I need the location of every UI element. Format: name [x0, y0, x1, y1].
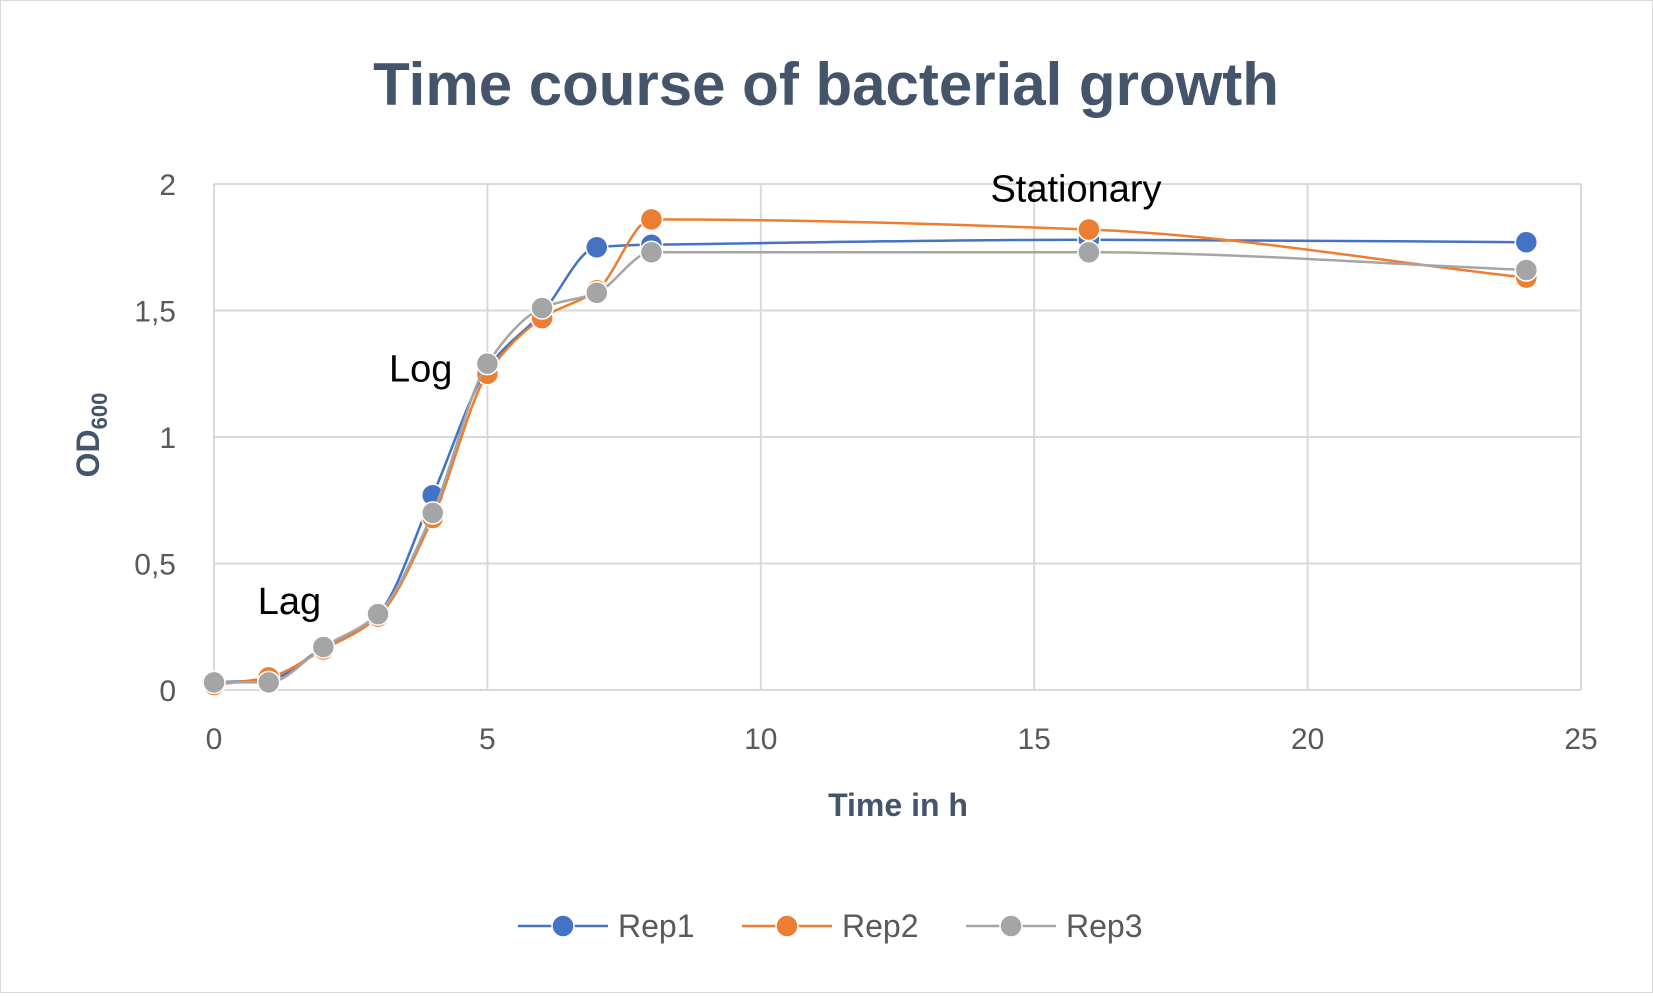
data-point-rep3-10 — [1514, 258, 1539, 282]
data-point-rep3-7 — [585, 281, 609, 305]
y-axis-title-main: OD — [70, 429, 106, 477]
y-axis-title: OD600 — [70, 393, 112, 478]
y-tick-label-4: 2 — [159, 169, 176, 202]
x-tick-label-2: 10 — [744, 723, 777, 756]
data-point-rep3-5 — [475, 351, 500, 376]
data-point-rep3-8 — [639, 240, 664, 265]
data-point-rep2-8 — [639, 207, 664, 232]
data-point-rep2-9 — [1077, 217, 1101, 242]
legend-item-rep2: Rep2 — [742, 908, 919, 944]
data-point-rep1-10 — [1514, 230, 1539, 254]
x-tick-label-0: 0 — [206, 723, 223, 756]
y-tick-label-1: 0,5 — [134, 549, 176, 582]
x-tick-label-5: 25 — [1564, 723, 1597, 756]
data-point-rep3-0 — [202, 670, 226, 695]
x-tick-label-4: 20 — [1291, 723, 1324, 756]
series-rep2 — [202, 207, 1539, 697]
data-point-rep3-3 — [366, 602, 390, 626]
annotation-lag: Lag — [258, 581, 321, 623]
series-rep3 — [202, 240, 1539, 695]
data-point-rep3-9 — [1077, 240, 1101, 265]
series-line-rep2 — [213, 218, 1527, 687]
data-point-rep3-4 — [420, 501, 445, 525]
series-rep1 — [202, 227, 1539, 695]
legend-label-rep3: Rep3 — [1066, 908, 1143, 944]
data-point-rep3-6 — [530, 296, 554, 320]
legend-item-rep3: Rep3 — [966, 908, 1143, 944]
x-tick-label-3: 15 — [1018, 723, 1051, 756]
data-point-rep3-2 — [311, 635, 336, 659]
data-point-rep1-7 — [585, 235, 609, 259]
series-line-rep3 — [213, 251, 1527, 684]
legend-label-rep1: Rep1 — [618, 908, 695, 944]
legend-marker-rep2 — [775, 914, 799, 938]
legend: Rep1 Rep2 Rep3 — [518, 908, 1143, 944]
legend-label-rep2: Rep2 — [842, 908, 919, 944]
series-line-rep1 — [213, 238, 1527, 684]
y-tick-label-0: 0 — [159, 675, 176, 708]
annotation-layer: Lag Log Stationary — [258, 169, 1162, 623]
annotation-stationary: Stationary — [990, 169, 1161, 211]
chart-title: Time course of bacterial growth — [373, 51, 1279, 118]
series-layer — [202, 207, 1539, 697]
y-tick-label-2: 1 — [159, 422, 176, 455]
data-point-rep3-1 — [256, 670, 281, 695]
grid-layer — [213, 183, 1582, 691]
annotation-log: Log — [389, 348, 452, 390]
tick-layer: 0 5 10 15 20 25 0 0,5 1 1,5 2 — [134, 169, 1597, 756]
y-tick-label-3: 1,5 — [134, 296, 176, 329]
legend-item-rep1: Rep1 — [518, 908, 695, 944]
legend-marker-rep1 — [551, 914, 575, 938]
x-tick-label-1: 5 — [479, 723, 496, 756]
x-axis-title: Time in h — [828, 787, 968, 823]
y-axis-title-subscript: 600 — [87, 393, 112, 430]
legend-marker-rep3 — [999, 914, 1023, 938]
